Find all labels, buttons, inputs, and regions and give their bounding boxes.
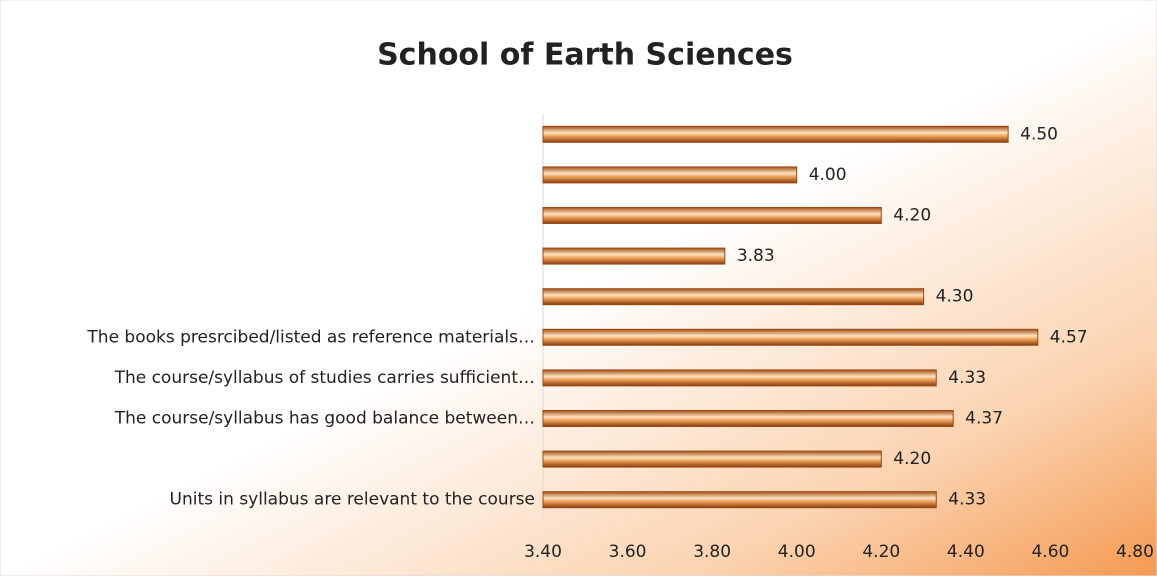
y-tick-label: The books presrcibed/listed as reference…	[86, 327, 535, 347]
x-tick-label: 4.60	[1031, 542, 1069, 562]
y-tick-label: The course/syllabus has good balance bet…	[114, 409, 535, 429]
x-tick-label: 4.00	[778, 542, 816, 562]
x-tick-label: 4.40	[947, 542, 985, 562]
x-tick-label: 3.60	[609, 542, 647, 562]
bar	[542, 247, 726, 265]
y-tick-label: Units in syllabus are relevant to the co…	[170, 490, 535, 510]
data-label: 4.50	[1020, 124, 1058, 144]
bar	[542, 369, 937, 387]
bar	[542, 207, 882, 224]
data-label: 4.33	[948, 490, 986, 510]
x-tick-label: 3.40	[524, 542, 562, 562]
data-label: 4.33	[948, 368, 986, 388]
bar	[542, 125, 1009, 143]
data-label: 4.00	[809, 165, 847, 185]
data-label: 4.37	[965, 409, 1003, 429]
x-tick-label: 4.20	[862, 542, 900, 562]
bar	[542, 166, 798, 184]
data-label: 4.57	[1050, 327, 1088, 347]
bar	[542, 410, 954, 427]
bar	[542, 288, 925, 306]
bar	[542, 491, 937, 509]
x-tick-label: 4.80	[1116, 542, 1154, 562]
data-label: 3.83	[737, 246, 775, 266]
data-label: 4.20	[893, 449, 931, 469]
y-tick-label: The course/syllabus of studies carries s…	[114, 368, 535, 388]
chart-title: School of Earth Sciences	[377, 38, 793, 73]
bar	[542, 450, 882, 468]
bar	[542, 328, 1039, 346]
data-label: 4.20	[893, 206, 931, 226]
x-tick-label: 3.80	[693, 542, 731, 562]
data-label: 4.30	[936, 287, 974, 307]
